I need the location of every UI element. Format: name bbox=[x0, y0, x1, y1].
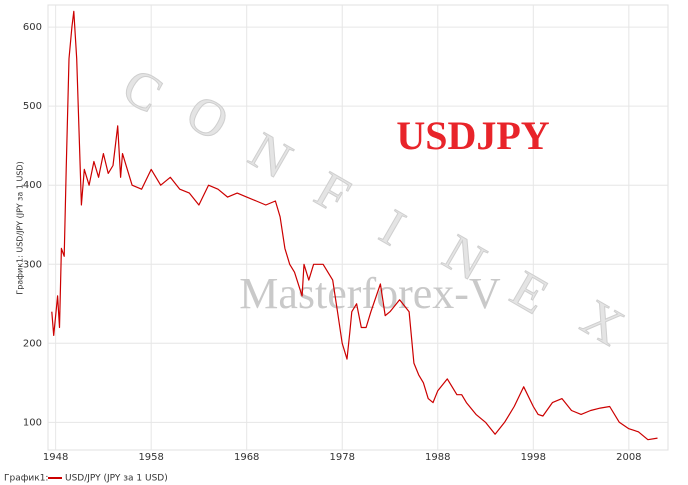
legend-title: График1: bbox=[4, 474, 48, 484]
y-tick-label: 400 bbox=[23, 180, 42, 191]
y-axis-label: График1: USD/JPY (JPY за 1 USD) bbox=[16, 161, 25, 294]
x-tick-label: 2008 bbox=[616, 452, 641, 463]
y-tick-label: 500 bbox=[23, 101, 42, 112]
y-tick-label: 300 bbox=[23, 259, 42, 270]
y-tick-label: 100 bbox=[23, 417, 42, 428]
y-tick-label: 200 bbox=[23, 338, 42, 349]
y-tick-label: 600 bbox=[23, 22, 42, 33]
legend-label: USD/JPY (JPY за 1 USD) bbox=[65, 474, 168, 484]
x-tick-label: 1958 bbox=[138, 452, 163, 463]
x-tick-label: 1978 bbox=[330, 452, 355, 463]
series-line bbox=[51, 10, 658, 441]
x-tick-label: 1988 bbox=[425, 452, 450, 463]
annotation: Masterforex-V bbox=[239, 269, 501, 318]
x-tick-label: 1948 bbox=[43, 452, 68, 463]
x-tick-label: 1998 bbox=[521, 452, 546, 463]
annotation: USDJPY bbox=[396, 113, 549, 158]
x-tick-label: 1968 bbox=[234, 452, 259, 463]
